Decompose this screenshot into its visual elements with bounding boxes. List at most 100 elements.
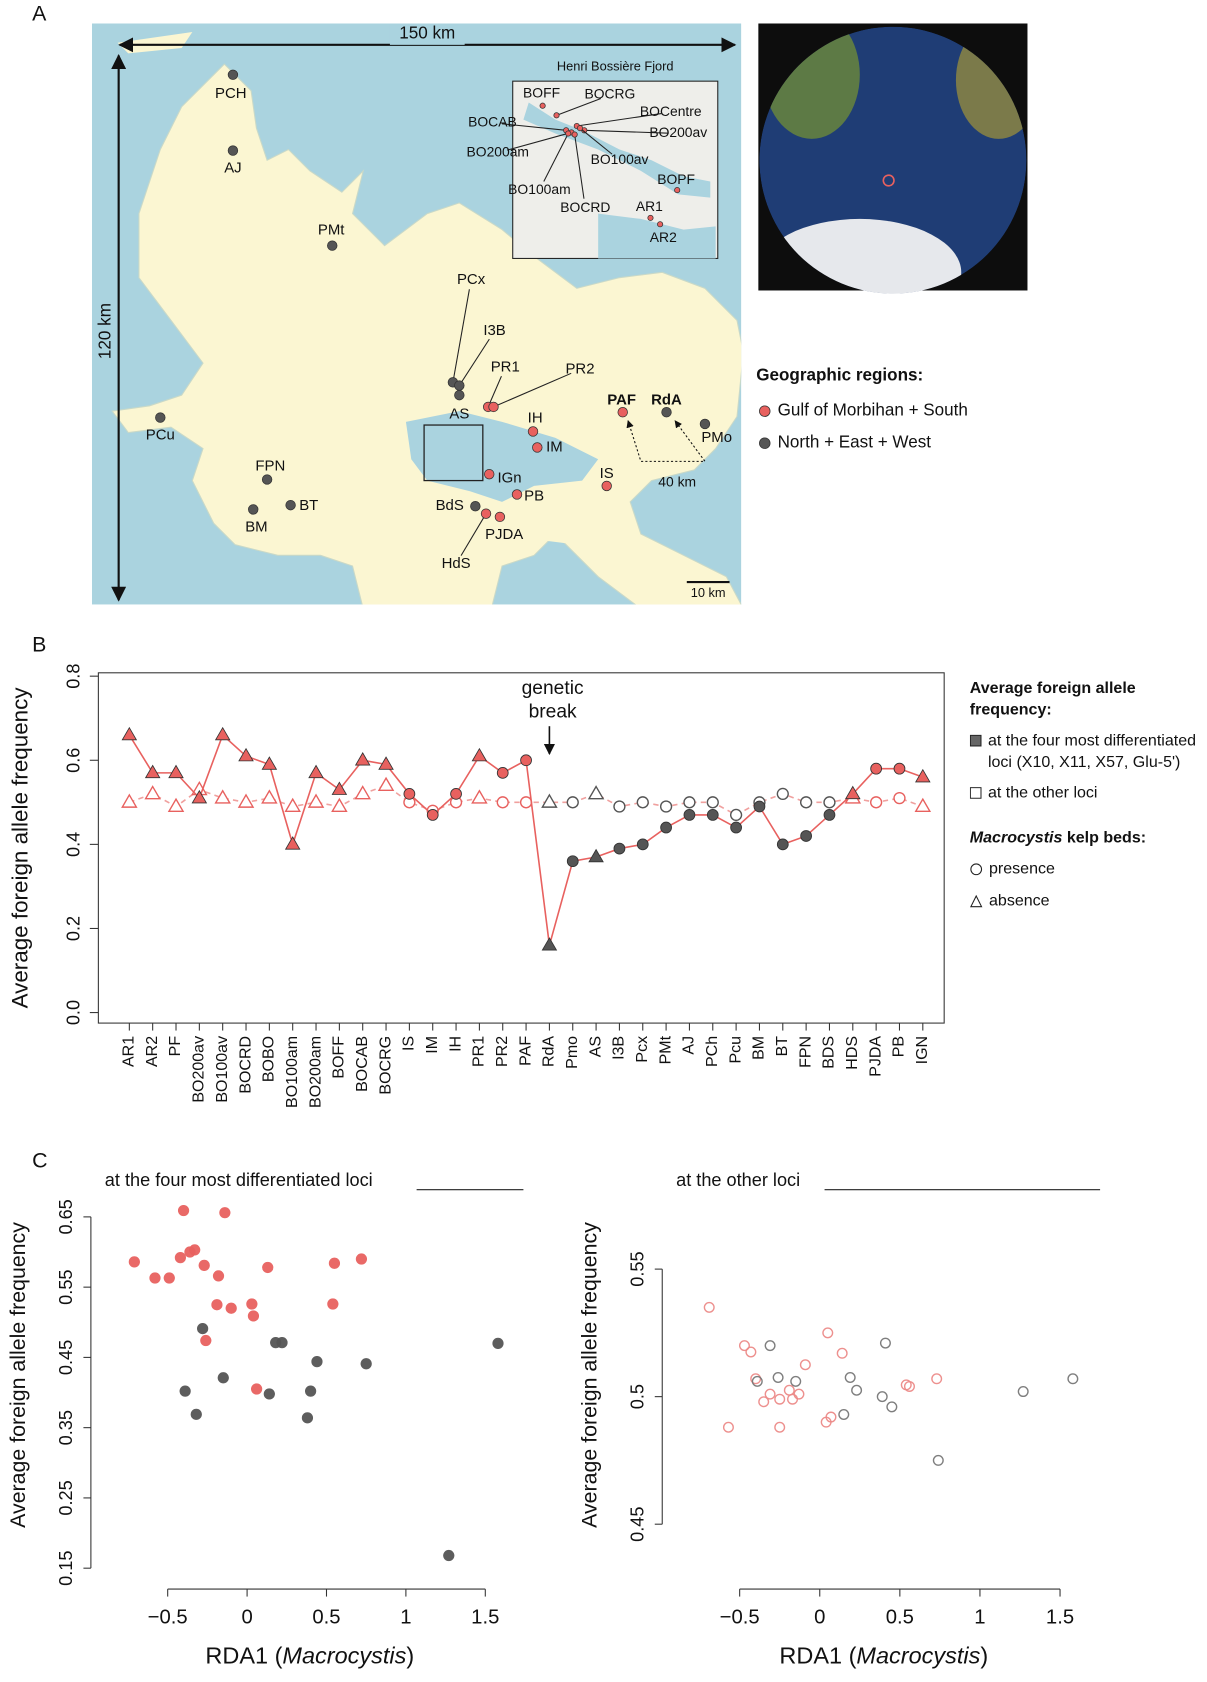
data-point xyxy=(637,839,648,850)
legend-label: Gulf of Morbihan + South xyxy=(778,401,968,420)
data-point xyxy=(704,1303,714,1313)
x-tick-label: 0 xyxy=(814,1606,825,1628)
data-point xyxy=(332,799,346,811)
x-tick-label: 0.5 xyxy=(886,1606,914,1628)
x-tick-label: BO200av xyxy=(191,1036,208,1103)
annotation: genetic xyxy=(522,678,584,699)
data-point xyxy=(877,1392,887,1402)
data-point xyxy=(791,1377,801,1387)
data-point xyxy=(852,1385,862,1395)
x-tick-label: BM xyxy=(751,1036,768,1060)
data-point xyxy=(404,788,415,799)
y-tick-label: 0.55 xyxy=(56,1269,76,1304)
x-tick-label: BOCRD xyxy=(237,1036,254,1094)
data-point xyxy=(239,795,253,807)
legend-label: at the four most differentiated loci (X1… xyxy=(988,730,1207,772)
site-label: AR2 xyxy=(650,229,677,245)
site-marker xyxy=(662,407,672,417)
legend-title: Macrocystis kelp beds: xyxy=(970,827,1207,848)
data-point xyxy=(824,809,835,820)
site-label: HdS xyxy=(442,555,471,572)
y-tick-label: 0.25 xyxy=(56,1480,76,1515)
data-point xyxy=(661,822,672,833)
panel-label: C xyxy=(32,1149,47,1173)
data-point xyxy=(493,1338,504,1349)
data-point xyxy=(150,1273,161,1284)
site-marker xyxy=(248,505,258,515)
legend-label: North + East + West xyxy=(778,433,932,452)
data-point xyxy=(932,1374,942,1384)
x-tick-label: BDS xyxy=(821,1036,838,1069)
data-point xyxy=(871,797,882,808)
data-point xyxy=(309,766,323,778)
data-point xyxy=(497,797,508,808)
site-marker xyxy=(262,475,272,485)
data-point xyxy=(218,1372,229,1383)
data-point xyxy=(497,767,508,778)
data-point xyxy=(146,787,160,799)
site-label: BOCentre xyxy=(640,103,702,119)
y-tick-label: 0.4 xyxy=(64,832,84,857)
data-point xyxy=(302,1412,313,1423)
site-marker xyxy=(618,407,628,417)
data-point xyxy=(197,1323,208,1334)
site-label: FPN xyxy=(255,458,285,475)
legend-box: Average foreign allele frequency: at the… xyxy=(970,678,1207,911)
x-tick-label: Pcx xyxy=(634,1036,651,1063)
site-label: PCx xyxy=(457,271,486,288)
data-point xyxy=(775,1422,785,1432)
x-tick-label: 1 xyxy=(974,1606,985,1628)
site-marker xyxy=(675,187,680,192)
data-point xyxy=(286,837,300,849)
x-tick-label: HDS xyxy=(844,1036,861,1070)
legend-marker xyxy=(759,438,770,449)
y-tick-label: 0.65 xyxy=(56,1199,76,1234)
site-label: BO100am xyxy=(508,181,570,197)
x-tick-label: 1.5 xyxy=(471,1606,499,1628)
data-point xyxy=(329,1258,340,1269)
data-point xyxy=(356,787,370,799)
data-point xyxy=(286,799,300,811)
data-point xyxy=(472,791,486,803)
site-marker xyxy=(495,512,505,522)
data-point xyxy=(216,728,230,740)
data-point xyxy=(379,778,393,790)
site-label: BOCRD xyxy=(560,199,610,215)
data-point xyxy=(773,1373,783,1383)
panel-label: A xyxy=(32,2,47,26)
data-point xyxy=(356,1254,367,1265)
site-label: PR1 xyxy=(491,358,520,375)
legend-label: absence xyxy=(989,890,1050,911)
data-point xyxy=(567,797,578,808)
data-point xyxy=(212,1299,223,1310)
x-tick-label: IH xyxy=(447,1036,464,1052)
data-point xyxy=(542,938,556,950)
data-point xyxy=(785,1385,795,1395)
site-label: BT xyxy=(299,497,318,514)
data-point xyxy=(1068,1374,1078,1384)
data-point xyxy=(752,1377,762,1387)
legend-title-rest: kelp beds: xyxy=(1062,828,1146,846)
data-point xyxy=(251,1384,262,1395)
data-point xyxy=(178,1205,189,1216)
data-point xyxy=(916,799,930,811)
x-tick-label: BOCAB xyxy=(354,1036,371,1092)
data-point xyxy=(521,797,532,808)
site-marker xyxy=(566,131,571,136)
site-label: AR1 xyxy=(636,198,663,214)
data-point xyxy=(309,795,323,807)
x-tick-label: PF xyxy=(167,1036,184,1057)
x-tick-label: −0.5 xyxy=(720,1606,760,1628)
data-point xyxy=(264,1389,275,1400)
site-marker xyxy=(455,381,465,391)
x-tick-label: 1.5 xyxy=(1046,1606,1074,1628)
data-point xyxy=(248,1311,259,1322)
x-tick-label: IS xyxy=(401,1036,418,1051)
data-point xyxy=(312,1356,323,1367)
data-point xyxy=(845,1373,855,1383)
x-tick-label: BOFF xyxy=(331,1036,348,1079)
data-point xyxy=(777,839,788,850)
data-point xyxy=(328,1299,339,1310)
legend-entry: at the four most differentiated loci (X1… xyxy=(970,730,1207,772)
x-axis-label-part: RDA1 ( xyxy=(779,1643,856,1669)
